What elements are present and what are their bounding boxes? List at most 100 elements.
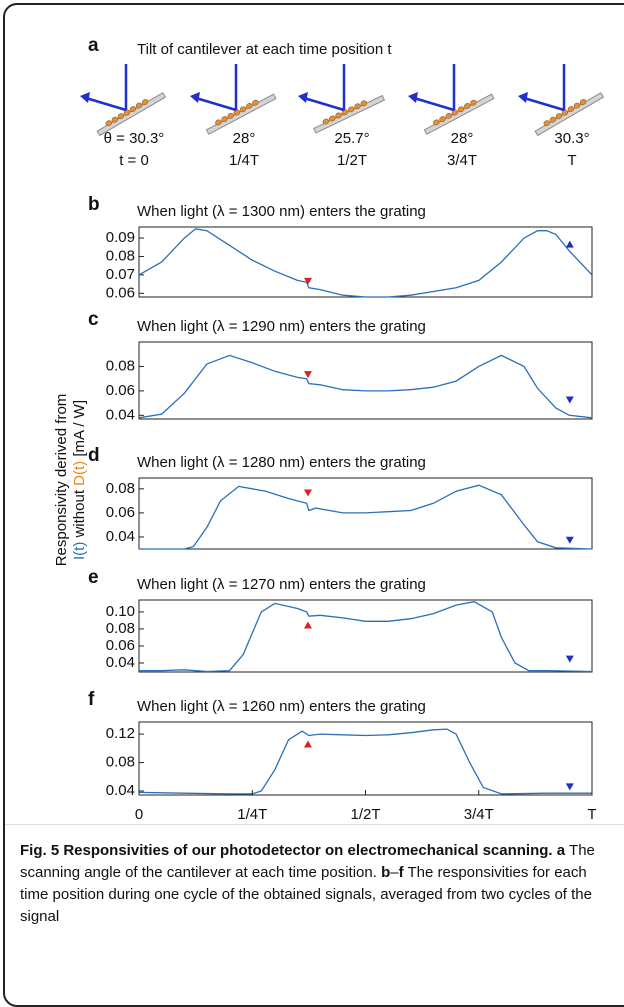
reflect-arrow [523, 96, 565, 112]
grating-bump [555, 113, 563, 120]
arrow-head [298, 92, 308, 103]
beam [423, 93, 495, 135]
cantilever [534, 92, 605, 137]
y-label-line: Responsivity derived from [53, 394, 70, 567]
plot-frame [138, 477, 593, 550]
chart-title: When light (λ = 1260 nm) enters the grat… [137, 698, 426, 715]
grating-bump [347, 106, 355, 113]
grating-bump [543, 120, 550, 127]
data-line [138, 228, 593, 298]
angle-label: 25.7° [334, 130, 369, 147]
time-label: t = 0 [119, 152, 149, 169]
grating-bump [457, 106, 465, 113]
cantilever [313, 94, 386, 134]
y-tick-label: 0.04 [106, 406, 135, 423]
y-tick-label: 0.04 [106, 782, 135, 799]
cantilever [205, 93, 277, 135]
marker-triangle [303, 489, 312, 497]
panel-letter: c [88, 309, 99, 330]
grating-bump [579, 99, 587, 105]
grating-bump [141, 99, 149, 105]
caption-text: The responsivities for each time positio… [20, 864, 592, 925]
grating-bump [111, 116, 118, 123]
plot-frame [138, 599, 593, 673]
grating-bump [360, 100, 367, 107]
reflect-arrow [85, 96, 127, 112]
arrow-head [190, 92, 200, 103]
y-label: Responsivity derived from I(t) without D… [53, 394, 88, 567]
panel-letter: d [88, 445, 100, 466]
grating-bump [215, 119, 222, 126]
y-tick-label: 0.09 [106, 229, 135, 246]
arrow-head [80, 92, 90, 103]
y-label-line: I(t) without D(t) [mA / W] [71, 400, 88, 560]
chart-title: When light (λ = 1280 nm) enters the grat… [137, 454, 426, 471]
grating-bump [549, 116, 556, 123]
chart-title: When light (λ = 1270 nm) enters the grat… [137, 576, 426, 593]
angle-label: 28° [451, 130, 474, 147]
y-tick-label: 0.04 [106, 654, 135, 671]
x-tick-label: 0 [135, 806, 143, 823]
grating-bump [246, 103, 253, 109]
marker-triangle [303, 277, 312, 285]
angle-label: θ = 30.3° [104, 130, 165, 147]
separator [5, 824, 624, 825]
caption-bold: b [381, 864, 391, 881]
angle-label: 28° [233, 130, 256, 147]
grating-bump [252, 99, 259, 106]
caption-bold: Fig. 5 Responsivities of our photodetect… [20, 842, 553, 859]
grating-bump [105, 120, 112, 127]
grating-bump [354, 103, 361, 110]
marker-triangle [565, 396, 574, 404]
reflect-arrow [413, 96, 455, 112]
marker-triangle [565, 240, 574, 248]
marker-triangle [565, 783, 574, 791]
y-tick-label: 0.06 [106, 504, 135, 521]
y-tick-label: 0.06 [106, 637, 135, 654]
caption-text: The scanning angle of the cantilever at … [20, 842, 595, 881]
panel-letter: e [88, 567, 99, 588]
y-tick-label: 0.07 [106, 266, 135, 283]
y-tick-label: 0.08 [106, 754, 135, 771]
y-tick-label: 0.10 [106, 603, 135, 620]
x-tick-label: T [587, 806, 596, 823]
chart-title: When light (λ = 1290 nm) enters the grat… [137, 318, 426, 335]
marker-triangle [303, 371, 312, 379]
grating-bump [464, 103, 471, 109]
caption: Fig. 5 Responsivities of our photodetect… [20, 840, 614, 928]
plot-frame [138, 341, 593, 420]
time-label: 1/2T [337, 152, 367, 169]
x-tick-label: 1/2T [350, 806, 380, 823]
panel-letter: a [88, 35, 99, 56]
grating-bump [239, 106, 247, 113]
chart-title: When light (λ = 1300 nm) enters the grat… [137, 203, 426, 220]
data-line [139, 484, 593, 550]
y-label-part: [mA / W] [71, 400, 88, 461]
y-tick-label: 0.08 [106, 357, 135, 374]
time-label: 1/4T [229, 152, 259, 169]
grating-bump [322, 118, 330, 125]
panel-title: Tilt of cantilever at each time position… [137, 41, 392, 58]
x-tick-label: 3/4T [464, 806, 494, 823]
grating-bump [335, 112, 342, 119]
marker-triangle [303, 740, 312, 748]
y-label-part: I(t) [71, 542, 88, 560]
grating-bump [445, 112, 452, 119]
grating-bump [129, 106, 137, 113]
y-tick-label: 0.04 [106, 528, 135, 545]
y-tick-label: 0.06 [106, 284, 135, 301]
grating-bump [329, 115, 336, 122]
time-label: T [567, 152, 576, 169]
arrow-head [518, 92, 528, 103]
figure: a Tilt of cantilever at each time positi… [53, 35, 605, 823]
beam [205, 93, 277, 135]
data-line [138, 728, 592, 795]
plot-frame [138, 721, 593, 796]
marker-triangle [565, 655, 574, 663]
y-label-part: without [71, 486, 88, 542]
y-tick-label: 0.08 [106, 480, 135, 497]
time-label: 3/4T [447, 152, 477, 169]
x-tick-label: 1/4T [237, 806, 267, 823]
grating-bump [135, 102, 143, 109]
caption-bold: a [556, 842, 566, 859]
